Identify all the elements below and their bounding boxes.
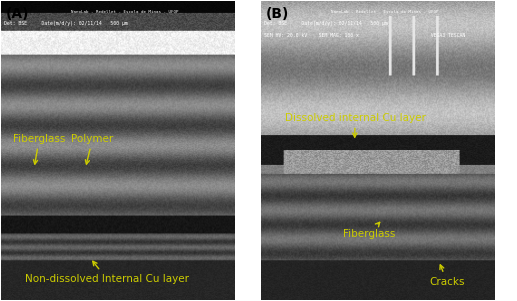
Text: Det: BSE     Date(m/d/y): 02/11/14   500 μm: Det: BSE Date(m/d/y): 02/11/14 500 μm: [4, 21, 127, 26]
Text: (A): (A): [6, 7, 29, 21]
Text: Non-dissolved Internal Cu layer: Non-dissolved Internal Cu layer: [25, 261, 189, 284]
Text: Cracks: Cracks: [429, 265, 465, 287]
Text: Fiberglass: Fiberglass: [13, 134, 66, 164]
Text: NanoLab - Redellet - Escola de Minas - UFOP: NanoLab - Redellet - Escola de Minas - U…: [71, 10, 179, 14]
Text: SEM HV: 20.0 kV    SEM MAG: 120 x                         VEGA3 TESCAN: SEM HV: 20.0 kV SEM MAG: 120 x VEGA3 TES…: [4, 33, 205, 38]
Text: SEM HV: 20.0 kV    SEM MAG: 100 x                         VEGA3 TESCAN: SEM HV: 20.0 kV SEM MAG: 100 x VEGA3 TES…: [264, 33, 465, 38]
Text: Fiberglass: Fiberglass: [343, 222, 396, 239]
Text: Polymer: Polymer: [71, 134, 114, 164]
Text: Dissolved internal Cu layer: Dissolved internal Cu layer: [285, 113, 425, 137]
Text: NanoLab - Redellet - Escola de Minas - UFOP: NanoLab - Redellet - Escola de Minas - U…: [331, 10, 439, 14]
Text: Det: BSE     Date(m/d/y): 02/11/14   500 μm: Det: BSE Date(m/d/y): 02/11/14 500 μm: [264, 21, 387, 26]
Text: (B): (B): [266, 7, 290, 21]
